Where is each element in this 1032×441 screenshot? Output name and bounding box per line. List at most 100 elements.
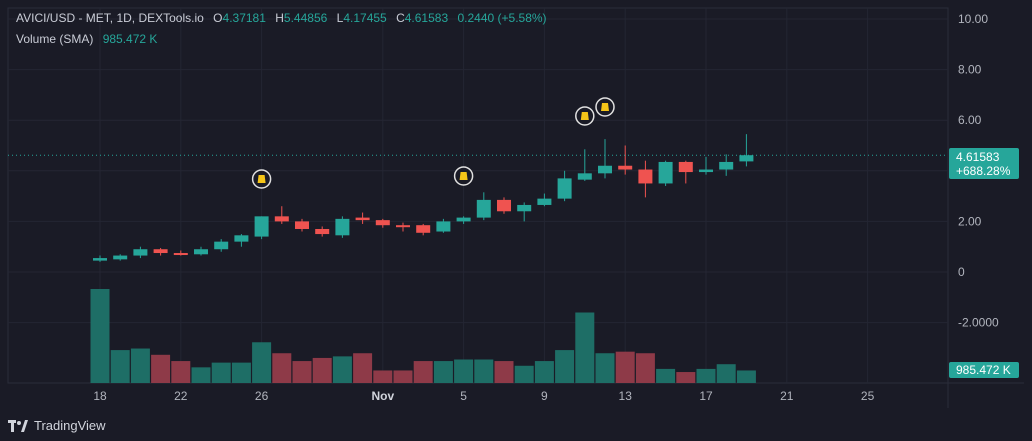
volume-bar [292, 361, 312, 383]
y-tick-label: 6.00 [958, 113, 982, 127]
volume-bar [373, 370, 393, 383]
grid [7, 7, 1024, 408]
candle-body [113, 255, 128, 260]
price-tag-percent: +688.28% [956, 164, 1011, 178]
low-label: L [336, 11, 344, 25]
candle-body [537, 198, 552, 205]
candles [93, 134, 754, 262]
volume-bar [332, 356, 352, 383]
candle-body [557, 178, 572, 199]
candle-body [133, 249, 148, 256]
candle-body [658, 161, 673, 184]
volume-bar [151, 354, 171, 383]
candle-body [315, 228, 330, 235]
candle-body [476, 199, 491, 218]
volume-bar [534, 361, 554, 383]
candle-body [295, 221, 309, 229]
volume-bar [575, 312, 595, 383]
volume-bar [474, 359, 494, 383]
x-tick-label: 22 [174, 389, 188, 403]
bag-icon [595, 97, 615, 117]
x-tick-label: Nov [371, 389, 394, 403]
open-value: 4.37181 [222, 11, 266, 25]
tradingview-icon [8, 419, 28, 432]
x-tick-label: 17 [699, 389, 713, 403]
candle-body [436, 221, 451, 232]
candle-body [173, 253, 188, 256]
volume-bar [736, 370, 756, 383]
volume-legend: Volume (SMA) 985.472 K [16, 32, 157, 46]
x-tick-label: 21 [780, 389, 794, 403]
volume-bar [211, 362, 231, 383]
volume-bar [110, 350, 130, 383]
candle-body [699, 169, 713, 173]
volume-tag-value: 985.472 K [956, 363, 1011, 377]
candle-body [194, 249, 208, 255]
candle-body [214, 241, 229, 250]
volume-label: Volume (SMA) [16, 32, 94, 46]
y-tick-label: 10.00 [958, 12, 988, 26]
volume-bar [514, 365, 534, 383]
low-value: 4.17455 [343, 11, 387, 25]
plot-border [7, 7, 949, 384]
volume-bar [635, 353, 655, 383]
x-tick-label: 25 [861, 389, 875, 403]
branding-text: TradingView [34, 418, 106, 433]
volume-bar [555, 350, 575, 383]
candle-body [234, 235, 249, 242]
candle-body [416, 225, 431, 233]
candle-body [335, 218, 350, 236]
close-label: C [396, 11, 405, 25]
candle-body [396, 225, 410, 228]
volume-bar [191, 367, 211, 383]
volume-bar [252, 342, 272, 383]
bag-icon [575, 106, 595, 126]
volume-bar [433, 361, 453, 383]
volume-bar [393, 370, 413, 383]
volume-bar [353, 353, 373, 383]
bag-icon-body [601, 103, 609, 111]
candle-body [739, 155, 754, 162]
close-value: 4.61583 [404, 11, 449, 25]
candle-body [274, 216, 289, 222]
bag-icon [251, 169, 272, 189]
bag-icon-body [580, 112, 589, 120]
high-label: H [275, 11, 284, 25]
volume-bar [130, 348, 150, 383]
bag-icon [453, 166, 474, 186]
candle-body [153, 249, 168, 254]
ohlc-legend: AVICI/USD - MET, 1D, DEXTools.io O4.3718… [16, 11, 547, 25]
volume-bar [90, 289, 110, 383]
change-value: 0.2440 (+5.58%) [457, 11, 547, 25]
volume-bar [454, 359, 474, 383]
markers [251, 97, 615, 189]
volume-bar [171, 361, 191, 383]
volume-bar [716, 364, 736, 383]
x-tick-label: 13 [619, 389, 633, 403]
y-tick-label: -2.0000 [958, 316, 999, 330]
volume-tag-bg [949, 362, 1019, 378]
symbol-title: AVICI/USD - MET, 1D, DEXTools.io [16, 11, 204, 25]
y-tick-label: 0 [958, 265, 965, 279]
volume-bar [494, 361, 514, 383]
price-tag-bg [949, 148, 1019, 179]
tradingview-logo[interactable]: TradingView [8, 418, 106, 433]
volume-bar [656, 368, 676, 383]
volume-bar [231, 362, 251, 383]
volume-value: 985.472 K [102, 32, 158, 46]
axes: 10.00 8.00 6.00 2.00 0 -2.0000 18 22 26 Nov 5 9 13 17… [8, 12, 1019, 403]
candle-body [638, 169, 653, 184]
high-value: 5.44856 [283, 11, 328, 25]
bag-icon-body [257, 175, 266, 183]
candle-body [456, 217, 471, 222]
y-tick-label: 8.00 [958, 63, 982, 77]
volume-bars [90, 289, 756, 383]
x-tick-label: 26 [255, 389, 269, 403]
x-tick-label: 5 [460, 389, 467, 403]
open-label: O [213, 11, 223, 25]
y-tick-label: 2.00 [958, 214, 982, 228]
candle-body [355, 217, 370, 221]
volume-bar [312, 357, 332, 383]
